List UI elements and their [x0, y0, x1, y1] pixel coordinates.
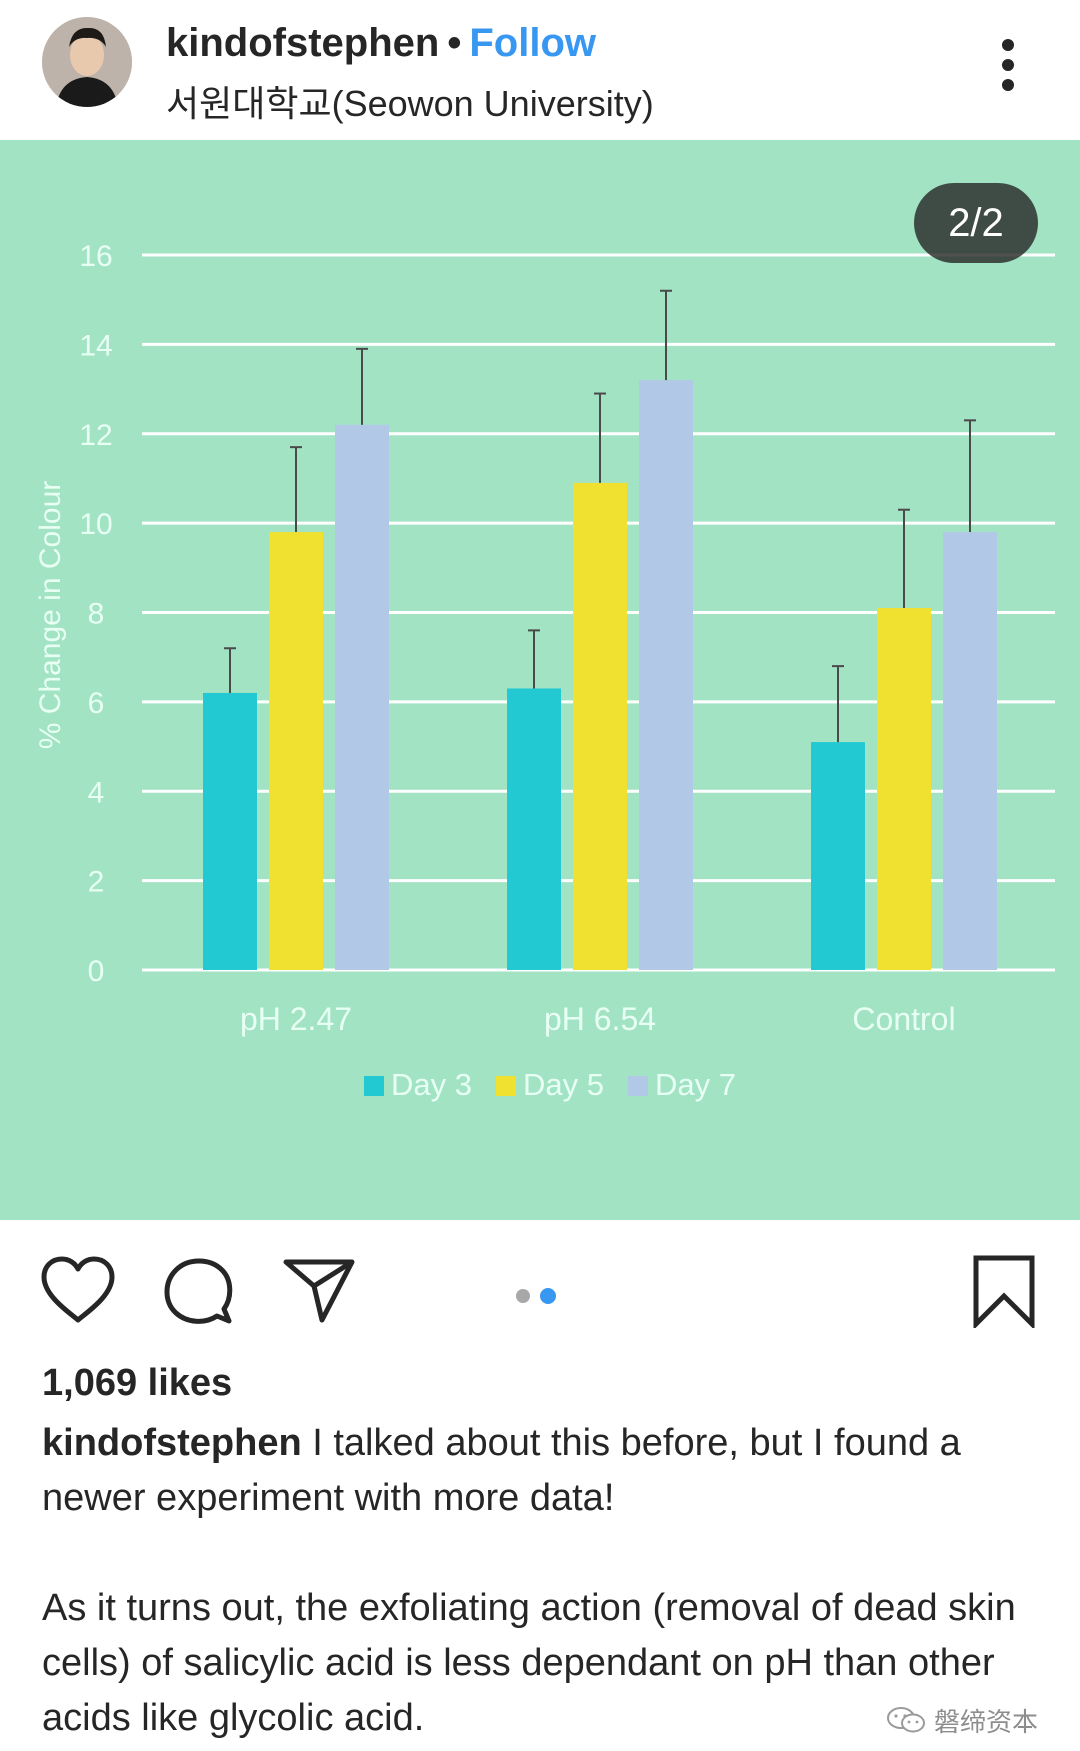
caption-username[interactable]: kindofstephen: [42, 1422, 302, 1464]
x-tick-label: pH 6.54: [544, 1001, 656, 1037]
legend-swatch: [496, 1076, 516, 1096]
separator-dot: •: [447, 21, 462, 65]
avatar[interactable]: [42, 17, 132, 107]
chart-error-bars: [224, 289, 976, 743]
comment-icon: [164, 1258, 233, 1324]
save-button[interactable]: [972, 1254, 1036, 1333]
bar: [943, 532, 997, 970]
carousel-counter-badge: 2/2: [914, 183, 1038, 263]
chart-x-ticks: pH 2.47 pH 6.54 Control: [240, 1001, 956, 1037]
post-actions: [0, 1220, 1080, 1350]
bar: [335, 424, 389, 970]
send-icon: [283, 1259, 355, 1323]
heart-icon: [41, 1256, 115, 1323]
chart-y-axis-label: % Change in Colour: [34, 481, 67, 750]
x-tick-label: Control: [852, 1001, 955, 1037]
wechat-icon: [887, 1707, 925, 1733]
bar: [507, 688, 561, 970]
caption-text: I talked about this before, but I found …: [42, 1422, 961, 1519]
chart-y-ticks: 0 2 4 6 8 10 12 14 16: [79, 240, 112, 988]
bar: [639, 380, 693, 970]
legend-swatch: [628, 1076, 648, 1096]
legend-label: Day 7: [655, 1067, 736, 1102]
username-line: kindofstephen • Follow: [166, 18, 596, 68]
y-tick-label: 14: [79, 329, 112, 362]
y-tick-label: 10: [79, 508, 112, 541]
carousel-dot: [516, 1289, 530, 1303]
more-vertical-icon: [1002, 39, 1014, 91]
location-link[interactable]: 서원대학교(Seowon University): [166, 83, 654, 124]
y-tick-label: 0: [88, 955, 105, 988]
comment-button[interactable]: [162, 1256, 234, 1331]
x-tick-label: pH 2.47: [240, 1001, 352, 1037]
carousel-indicator: [516, 1286, 556, 1306]
carousel-dot-active: [540, 1288, 556, 1304]
follow-button[interactable]: Follow: [469, 21, 596, 65]
avatar-image: [42, 17, 132, 107]
y-tick-label: 2: [88, 866, 105, 899]
post-caption: kindofstephen I talked about this before…: [42, 1416, 1042, 1746]
like-button[interactable]: [40, 1256, 116, 1329]
bar: [269, 532, 323, 970]
header-username[interactable]: kindofstephen: [166, 21, 440, 65]
bar: [203, 692, 257, 970]
share-button[interactable]: [282, 1256, 356, 1329]
watermark: 磐缔资本: [886, 1700, 1038, 1740]
post-header: kindofstephen • Follow 서원대학교(Seowon Univer…: [0, 0, 1080, 140]
bar: [573, 482, 627, 970]
bar: [811, 742, 865, 970]
caption-text-paragraph: As it turns out, the exfoliating action …: [42, 1587, 1016, 1739]
y-tick-label: 12: [79, 419, 112, 452]
y-tick-label: 16: [79, 240, 112, 273]
bar: [877, 608, 931, 970]
watermark-text: 磐缔资本: [934, 1707, 1039, 1738]
chart-bars: [203, 380, 997, 970]
likes-count[interactable]: 1,069 likes: [42, 1362, 233, 1404]
legend-label: Day 3: [391, 1067, 472, 1102]
y-tick-label: 8: [88, 598, 105, 631]
bar-chart: 0 2 4 6 8 10 12 14 16 % Change in Colour pH 2.47…: [34, 240, 1055, 1102]
y-tick-label: 4: [88, 776, 105, 809]
y-tick-label: 6: [88, 687, 105, 720]
chart-legend: Day 3 Day 5 Day 7: [364, 1067, 736, 1102]
post-image[interactable]: 0 2 4 6 8 10 12 14 16 % Change in Colour pH 2.47…: [0, 140, 1080, 1220]
legend-swatch: [364, 1076, 384, 1096]
bookmark-icon: [973, 1255, 1035, 1331]
more-options-button[interactable]: [988, 30, 1028, 100]
legend-label: Day 5: [523, 1067, 604, 1102]
